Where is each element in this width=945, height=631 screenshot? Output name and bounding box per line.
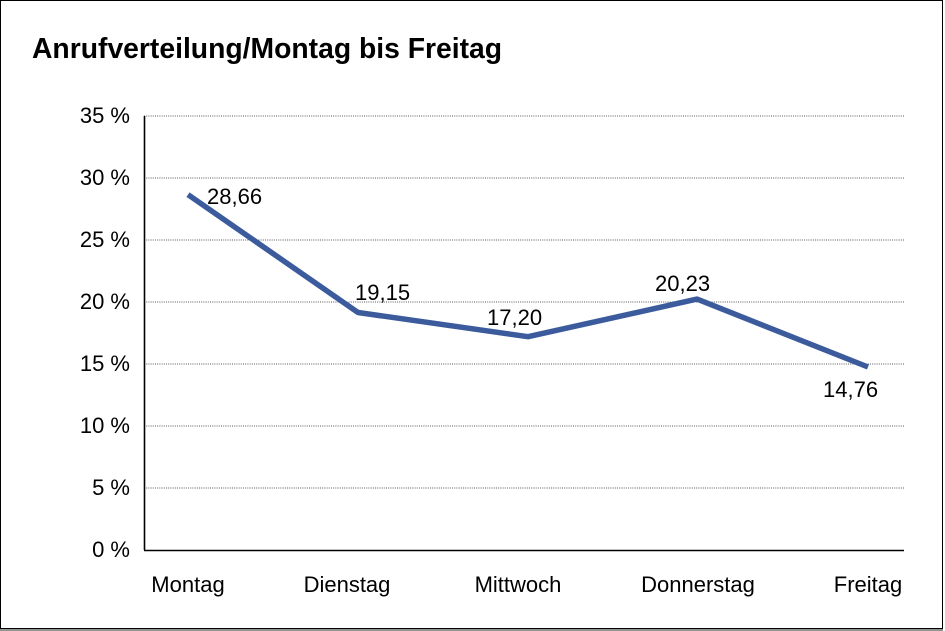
svg-text:28,66: 28,66 — [207, 184, 262, 209]
svg-text:Donnerstag: Donnerstag — [641, 572, 755, 597]
svg-text:30 %: 30 % — [80, 165, 130, 190]
svg-text:17,20: 17,20 — [487, 305, 542, 330]
svg-text:20,23: 20,23 — [655, 271, 710, 296]
svg-text:35 %: 35 % — [80, 103, 130, 128]
svg-text:Montag: Montag — [151, 572, 224, 597]
svg-text:20 %: 20 % — [80, 289, 130, 314]
svg-text:Freitag: Freitag — [834, 572, 902, 597]
svg-text:25 %: 25 % — [80, 227, 130, 252]
svg-text:5 %: 5 % — [92, 475, 130, 500]
svg-text:15 %: 15 % — [80, 351, 130, 376]
svg-text:19,15: 19,15 — [355, 280, 410, 305]
svg-text:10 %: 10 % — [80, 413, 130, 438]
svg-text:Dienstag: Dienstag — [304, 572, 391, 597]
svg-text:Mittwoch: Mittwoch — [475, 572, 562, 597]
svg-text:0 %: 0 % — [92, 537, 130, 562]
svg-text:14,76: 14,76 — [823, 377, 878, 402]
